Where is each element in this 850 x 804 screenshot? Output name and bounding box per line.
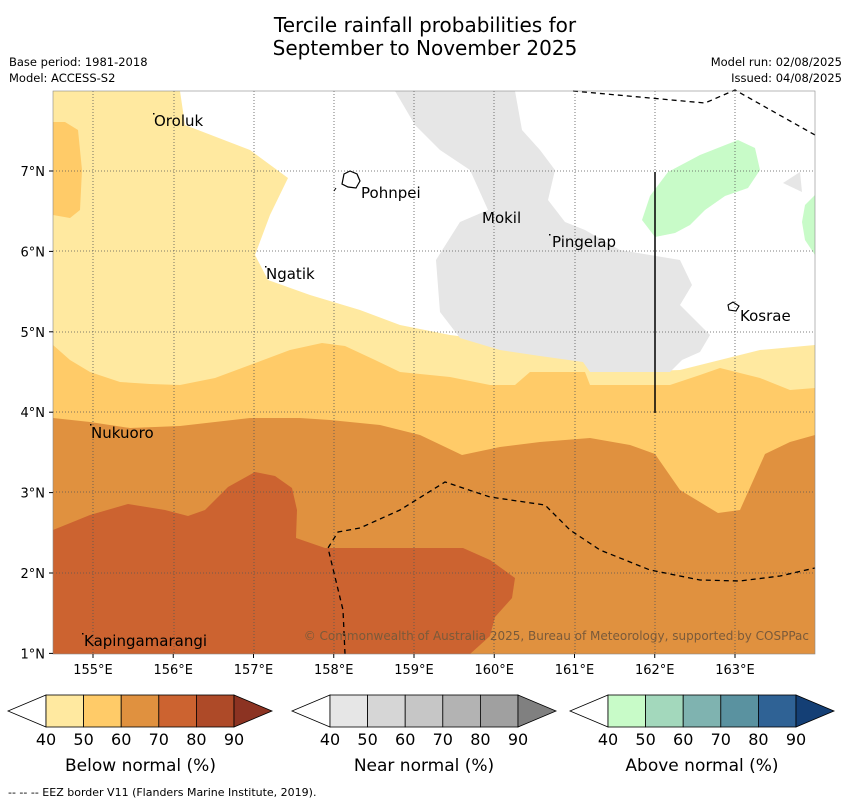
lon-tick-label: 161°E: [555, 663, 595, 678]
lat-tick-label: 7°N: [21, 165, 46, 180]
lat-tick-label: 3°N: [21, 487, 46, 502]
colorbar-segment: [45, 694, 84, 728]
copyright-text: © Commonwealth of Australia 2025, Bureau…: [304, 629, 809, 643]
place-pingelap: Pingelap: [552, 233, 616, 251]
eez-border: [327, 89, 816, 655]
colorbar-under-arrow: [568, 694, 609, 728]
pohnpei-island: [341, 170, 361, 189]
colorbar-segment: [758, 694, 797, 728]
kosrae-island: [727, 301, 740, 312]
lon-tick-label: 160°E: [474, 663, 514, 678]
colorbar-tick-label: 50: [635, 730, 655, 749]
atoll-markers: [82, 113, 551, 635]
colorbar-tick-label: 80: [186, 730, 206, 749]
islet: [333, 187, 337, 192]
place-nukuoro: Nukuoro: [91, 424, 154, 442]
colorbar-segment: [720, 694, 759, 728]
model-run: Model run: 02/08/2025: [710, 55, 842, 69]
place-ngatik: Ngatik: [266, 265, 315, 283]
colorbar-segment: [479, 694, 519, 728]
lon-tick-label: 163°E: [715, 663, 755, 678]
colorbar-segment: [682, 694, 722, 728]
place-kapingamarangi: Kapingamarangi: [84, 632, 207, 650]
colorbar-tick-label: 80: [470, 730, 490, 749]
lon-tick-label: 156°E: [153, 663, 193, 678]
colorbar-tick-label: 60: [111, 730, 131, 749]
colorbar-over-arrow: [517, 694, 558, 728]
colorbar-tick-label: 40: [320, 730, 340, 749]
colorbar-2: 40 50 60 70 80 90: [568, 694, 836, 749]
lat-tick-labels: 7°N 6°N 5°N 4°N 3°N 2°N 1°N: [21, 165, 53, 662]
colorbar-segment: [195, 694, 235, 728]
colorbar-tick-label: 40: [598, 730, 618, 749]
colorbar-tick-label: 50: [357, 730, 377, 749]
colorbar-tick-label: 70: [433, 730, 453, 749]
colorbar-segment: [607, 694, 646, 728]
base-period: Base period: 1981-2018: [9, 55, 148, 69]
colorbar-under-arrow: [6, 694, 47, 728]
probability-fill: [53, 91, 815, 654]
colorbar-tick-label: 90: [786, 730, 806, 749]
model-name: Model: ACCESS-S2: [9, 71, 116, 85]
colorbar-segment: [158, 694, 197, 728]
lon-tick-label: 155°E: [73, 663, 113, 678]
place-kosrae: Kosrae: [740, 307, 791, 325]
colorbar-under-arrow: [290, 694, 331, 728]
colorbar-segment: [367, 694, 406, 728]
colorbar-tick-label: 60: [395, 730, 415, 749]
colorbar-tick-label: 50: [73, 730, 93, 749]
colorbar-segment: [404, 694, 444, 728]
colorbar-tick-label: 90: [508, 730, 528, 749]
lat-tick-label: 1°N: [21, 647, 46, 662]
map-frame: [52, 90, 816, 655]
place-mokil: Mokil: [482, 209, 521, 227]
lat-tick-label: 6°N: [21, 245, 46, 260]
place-oroluk: Oroluk: [154, 112, 203, 130]
lat-tick-label: 2°N: [21, 567, 46, 582]
colorbar-tick-label: 80: [748, 730, 768, 749]
lon-tick-label: 157°E: [234, 663, 274, 678]
colorbar-0: 40 50 60 70 80 90: [6, 694, 274, 749]
colorbars: 40 50 60 70 80 90 40 50 60 70 80 90 40 50 60 70 80 90: [6, 694, 836, 749]
map-title-line1: Tercile rainfall probabilities for: [273, 13, 577, 37]
colorbar-1: 40 50 60 70 80 90: [290, 694, 558, 749]
colorbar-segment: [645, 694, 684, 728]
colorbar-over-arrow: [233, 694, 274, 728]
colorbar-tick-label: 90: [224, 730, 244, 749]
colorbar-segment: [120, 694, 160, 728]
colorbar-tick-label: 70: [711, 730, 731, 749]
place-pohnpei: Pohnpei: [361, 184, 421, 202]
lat-tick-label: 5°N: [21, 326, 46, 341]
above-normal-label: Above normal (%): [625, 756, 779, 776]
lat-tick-label: 4°N: [21, 406, 46, 421]
issued-date: Issued: 04/08/2025: [731, 71, 842, 85]
colorbar-segment: [442, 694, 481, 728]
colorbar-segment: [329, 694, 368, 728]
lon-tick-label: 158°E: [314, 663, 354, 678]
colorbar-tick-label: 40: [36, 730, 56, 749]
below-normal-label: Below normal (%): [65, 756, 216, 776]
lon-tick-labels: 155°E 156°E 157°E 158°E 159°E 160°E 161°E 162°E…: [73, 654, 755, 678]
colorbar-over-arrow: [795, 694, 836, 728]
lon-tick-label: 159°E: [394, 663, 434, 678]
map-title-line2: September to November 2025: [272, 36, 578, 60]
eez-footnote: -- -- -- EEZ border V11 (Flanders Marine…: [8, 786, 317, 799]
colorbar-tick-label: 70: [149, 730, 169, 749]
colorbar-tick-label: 60: [673, 730, 693, 749]
near-normal-label: Near normal (%): [353, 756, 495, 776]
colorbar-segment: [83, 694, 122, 728]
lon-tick-label: 162°E: [635, 663, 675, 678]
